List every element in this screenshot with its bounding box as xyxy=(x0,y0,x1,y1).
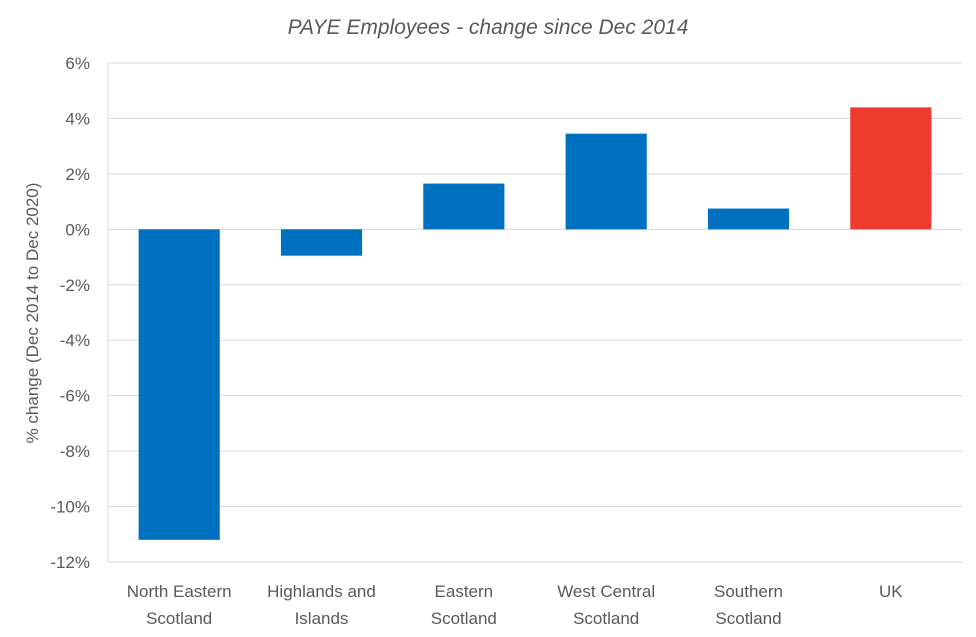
x-axis-ticks: North Eastern Scotland Highlands and Island… xyxy=(127,582,904,628)
bar xyxy=(138,229,220,540)
y-tick-label: 4% xyxy=(65,109,90,128)
x-tick-label: Islands xyxy=(295,609,349,628)
y-tick-label: -8% xyxy=(60,442,90,461)
y-tick-label: -4% xyxy=(60,331,90,350)
bar xyxy=(707,208,790,230)
x-tick-label: Scotland xyxy=(146,609,212,628)
chart-title: PAYE Employees - change since Dec 2014 xyxy=(288,16,689,39)
x-tick-label: UK xyxy=(879,582,903,601)
bar xyxy=(850,107,932,230)
y-tick-label: -10% xyxy=(50,498,90,517)
x-tick-label: Scotland xyxy=(715,609,781,628)
x-tick-label: Scotland xyxy=(573,609,639,628)
x-tick-label: Eastern xyxy=(435,582,494,601)
y-tick-label: 0% xyxy=(65,220,90,239)
bar xyxy=(280,229,363,256)
y-tick-label: -6% xyxy=(60,387,90,406)
y-tick-label: 6% xyxy=(65,54,90,73)
x-tick-label: Highlands and xyxy=(267,582,376,601)
gridlines xyxy=(107,62,962,563)
bar xyxy=(423,183,505,230)
x-tick-label: West Central xyxy=(557,582,655,601)
y-axis-label: % change (Dec 2014 to Dec 2020) xyxy=(23,183,42,444)
bar xyxy=(565,133,647,230)
y-axis-ticks: 6% 4% 2% 0% -2% -4% -6% -8% -10% -12% xyxy=(50,54,90,572)
y-tick-label: -2% xyxy=(60,276,90,295)
x-tick-label: North Eastern xyxy=(127,582,232,601)
x-tick-label: Southern xyxy=(714,582,783,601)
y-tick-label: 2% xyxy=(65,165,90,184)
x-tick-label: Scotland xyxy=(431,609,497,628)
bars xyxy=(138,107,932,540)
y-tick-label: -12% xyxy=(50,553,90,572)
